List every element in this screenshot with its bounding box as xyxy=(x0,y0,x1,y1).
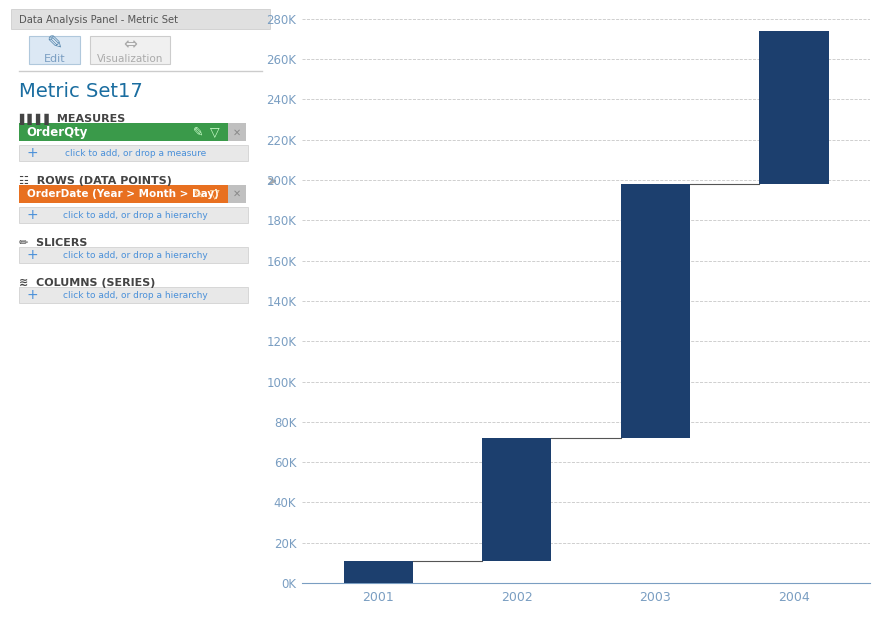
Bar xyxy=(482,438,551,561)
Bar xyxy=(19,124,240,141)
Text: +: + xyxy=(27,248,38,262)
Text: +: + xyxy=(27,146,38,161)
Text: ✕: ✕ xyxy=(233,127,242,137)
Bar xyxy=(344,561,413,583)
Text: Edit: Edit xyxy=(44,55,66,65)
Bar xyxy=(228,124,246,141)
Text: click to add, or drop a hierarchy: click to add, or drop a hierarchy xyxy=(63,251,208,260)
Bar xyxy=(19,207,248,223)
Bar xyxy=(19,287,248,303)
Text: Data Analysis Panel - Metric Set: Data Analysis Panel - Metric Set xyxy=(19,16,178,25)
Text: ▌▌▌▌ MEASURES: ▌▌▌▌ MEASURES xyxy=(19,113,125,125)
Bar xyxy=(91,36,170,65)
Text: Visualization: Visualization xyxy=(97,55,163,65)
Text: click to add, or drop a hierarchy: click to add, or drop a hierarchy xyxy=(63,211,208,219)
Text: ☷  ROWS (DATA POINTS): ☷ ROWS (DATA POINTS) xyxy=(19,176,171,186)
Text: ≋  COLUMNS (SERIES): ≋ COLUMNS (SERIES) xyxy=(19,278,155,288)
Text: ✕: ✕ xyxy=(233,189,242,199)
Text: click to add, or drop a hierarchy: click to add, or drop a hierarchy xyxy=(63,290,208,300)
Bar xyxy=(19,247,248,263)
Text: Metric Set17: Metric Set17 xyxy=(19,82,142,101)
Text: +: + xyxy=(27,208,38,222)
Text: OrderQty: OrderQty xyxy=(27,126,88,139)
Text: ✎: ✎ xyxy=(46,35,63,54)
Bar xyxy=(621,184,690,438)
Text: OrderDate (Year > Month > Day): OrderDate (Year > Month > Day) xyxy=(27,189,218,199)
Text: ✎: ✎ xyxy=(193,187,203,201)
Bar xyxy=(228,185,246,203)
Text: ✏  SLICERS: ✏ SLICERS xyxy=(19,238,87,248)
Text: ▽: ▽ xyxy=(210,187,220,201)
Text: +: + xyxy=(27,288,38,302)
Bar xyxy=(11,9,270,29)
Bar xyxy=(28,36,81,65)
Bar xyxy=(759,31,829,184)
Text: ✎: ✎ xyxy=(193,126,203,139)
Bar xyxy=(19,145,248,161)
Bar xyxy=(19,185,240,203)
Text: ▽: ▽ xyxy=(210,126,220,139)
Text: ⇔: ⇔ xyxy=(123,35,138,53)
Text: click to add, or drop a measure: click to add, or drop a measure xyxy=(65,149,206,158)
